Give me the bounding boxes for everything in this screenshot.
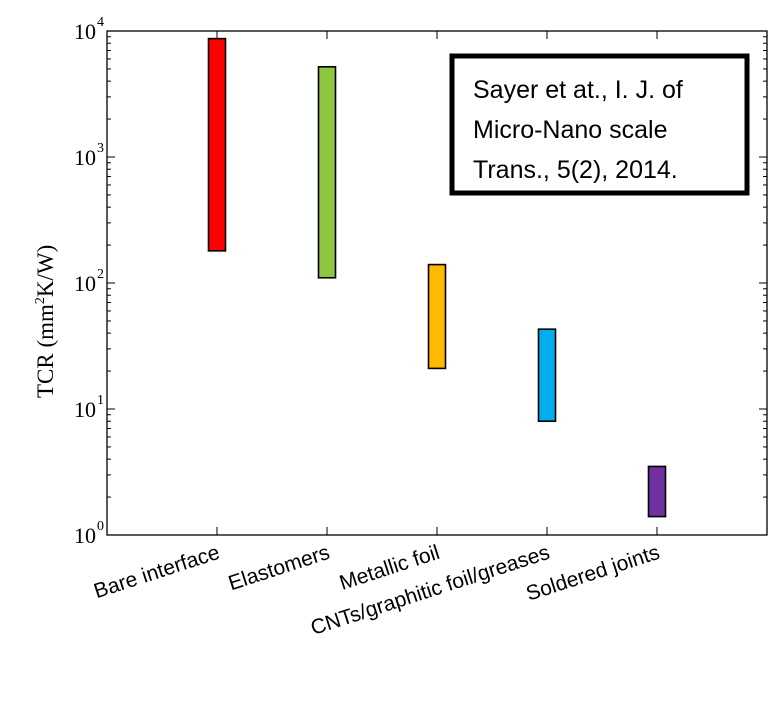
citation-note-line-1: Sayer et at., I. J. of: [473, 76, 683, 104]
citation-note: Sayer et at., I. J. of Micro-Nano scale …: [452, 56, 747, 193]
y-tick-label: 10: [74, 523, 96, 548]
citation-note-line-2: Micro-Nano scale: [473, 116, 668, 144]
y-tick-label: 10: [74, 145, 96, 170]
range-bar-5: [649, 466, 666, 516]
y-axis-label-prefix: TCR (mm: [33, 304, 58, 398]
y-tick-label: 10: [74, 271, 96, 296]
y-tick-exponent: 0: [97, 519, 104, 534]
y-tick-label: 10: [74, 19, 96, 44]
y-tick-exponent: 4: [97, 15, 104, 30]
range-bar-3: [429, 265, 446, 369]
y-axis-label: TCR (mm2K/W): [33, 245, 58, 398]
x-tick-label: Elastomers: [226, 541, 333, 595]
y-axis-label-sup: 2: [33, 297, 48, 304]
y-tick-exponent: 2: [97, 267, 104, 282]
y-tick-label: 10: [74, 397, 96, 422]
y-tick-exponent: 3: [97, 141, 104, 156]
y-axis-label-suffix: K/W): [33, 245, 58, 297]
x-tick-label: Bare interface: [91, 541, 222, 603]
y-tick-exponent: 1: [97, 393, 104, 408]
range-bar-4: [539, 329, 556, 421]
citation-note-line-3: Trans., 5(2), 2014.: [473, 156, 678, 184]
range-bar-2: [319, 67, 336, 278]
range-bar-1: [209, 39, 226, 251]
x-tick-labels: Bare interface Elastomers Metallic foilCNT…: [91, 541, 662, 640]
